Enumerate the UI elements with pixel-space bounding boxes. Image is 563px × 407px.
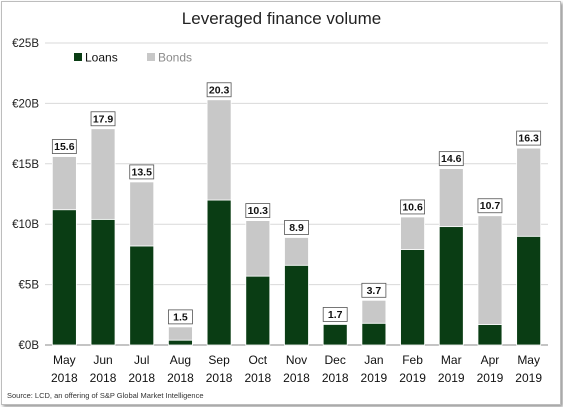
x-tick-month: Sep (208, 353, 230, 367)
total-label: 10.7 (480, 200, 501, 212)
total-label: 14.6 (441, 153, 462, 165)
legend-label-bonds: Bonds (158, 51, 192, 65)
legend-label-loans: Loans (85, 51, 118, 65)
bar-bonds (245, 220, 271, 277)
bar-groups: 15.6 17.9 13.5 1.5 20.3 10.3 8.9 1.7 3.7 10.6 14.6… (51, 82, 542, 346)
y-tick-label: €25B (12, 38, 39, 50)
bar-bonds (438, 168, 464, 228)
bar-loans (516, 235, 542, 346)
bar-bonds (516, 147, 542, 237)
bar-loans (206, 199, 232, 346)
x-axis: May 2018 Jun 2018 Jul 2018 Aug 2018 Sep 2018 Oct 20… (51, 353, 542, 385)
x-tick-month: Apr (481, 353, 500, 367)
total-label-box (438, 151, 464, 167)
bar-loans (245, 275, 271, 346)
y-tick-label: €15B (12, 159, 39, 171)
source-note: Source: LCD, an offering of S&P Global M… (7, 391, 204, 400)
y-tick-label: €5B (19, 280, 40, 292)
total-label-box (400, 199, 425, 215)
y-tick-label: €0B (19, 340, 40, 352)
bar-bonds (400, 216, 425, 250)
bar-loans (284, 264, 309, 346)
total-label-box (206, 82, 232, 98)
bar-bonds (168, 326, 193, 341)
total-label: 1.5 (173, 311, 188, 323)
total-label-box (245, 203, 271, 218)
bar-bonds (206, 99, 232, 201)
x-tick-year: 2018 (283, 371, 310, 385)
total-label: 13.5 (132, 166, 153, 178)
x-tick-month: Dec (325, 353, 346, 367)
bar-loans (361, 322, 387, 346)
legend-swatch-bonds (147, 53, 155, 61)
bar-bonds (129, 181, 155, 247)
x-tick-year: 2019 (361, 371, 388, 385)
x-tick-year: 2019 (515, 371, 542, 385)
x-tick-year: 2018 (244, 371, 271, 385)
bar-bonds (361, 299, 387, 324)
legend: Loans Bonds (74, 51, 192, 65)
bar-bonds (90, 128, 116, 220)
total-label-box (284, 220, 309, 235)
x-tick-year: 2019 (438, 371, 465, 385)
x-tick-month: Oct (248, 353, 267, 367)
bar-loans (477, 324, 503, 346)
x-tick-year: 2018 (51, 371, 78, 385)
x-tick-year: 2019 (399, 371, 426, 385)
bar-loans (90, 218, 116, 346)
total-label-box (168, 309, 193, 325)
x-tick-month: Aug (170, 353, 191, 367)
x-tick-month: May (517, 353, 540, 367)
legend-swatch-loans (74, 53, 82, 61)
bar-loans (322, 324, 348, 346)
total-label-box (361, 282, 387, 298)
bar-bonds (284, 237, 309, 266)
total-label: 10.6 (402, 201, 423, 213)
bar-bonds (51, 156, 77, 211)
x-tick-year: 2019 (477, 371, 504, 385)
y-tick-label: €20B (12, 98, 39, 110)
chart-title: Leveraged finance volume (181, 9, 382, 28)
x-tick-month: Nov (286, 353, 307, 367)
x-tick-year: 2018 (90, 371, 117, 385)
total-label-box (129, 164, 155, 180)
bar-loans (129, 245, 155, 346)
x-tick-month: Mar (441, 353, 462, 367)
bar-loans (51, 209, 77, 346)
x-tick-year: 2018 (206, 371, 233, 385)
y-axis: €0B €5B €10B €15B €20B €25B (12, 38, 39, 352)
x-tick-year: 2018 (128, 371, 155, 385)
x-tick-month: Jan (364, 353, 383, 367)
bar-loans (438, 226, 464, 346)
total-label-box (51, 139, 77, 154)
bar-loans (168, 339, 193, 346)
bar-bonds (477, 215, 503, 325)
total-label: 3.7 (367, 285, 382, 297)
x-tick-year: 2018 (167, 371, 194, 385)
total-label: 10.3 (248, 205, 269, 217)
x-tick-month: Jun (93, 353, 112, 367)
x-tick-month: Jul (134, 353, 149, 367)
total-label: 15.6 (54, 141, 75, 153)
total-label: 20.3 (209, 84, 230, 96)
total-label: 17.9 (93, 113, 114, 125)
total-label: 8.9 (289, 222, 304, 234)
x-tick-month: Feb (402, 353, 423, 367)
total-label: 16.3 (518, 133, 539, 145)
x-tick-month: May (53, 353, 76, 367)
total-label-box (516, 130, 542, 146)
total-label: 1.7 (328, 309, 343, 321)
x-tick-year: 2018 (322, 371, 349, 385)
total-label-box (477, 198, 503, 214)
bar-loans (400, 249, 425, 346)
y-tick-label: €10B (12, 219, 39, 231)
total-label-box (90, 111, 116, 127)
total-label-box (322, 307, 348, 322)
